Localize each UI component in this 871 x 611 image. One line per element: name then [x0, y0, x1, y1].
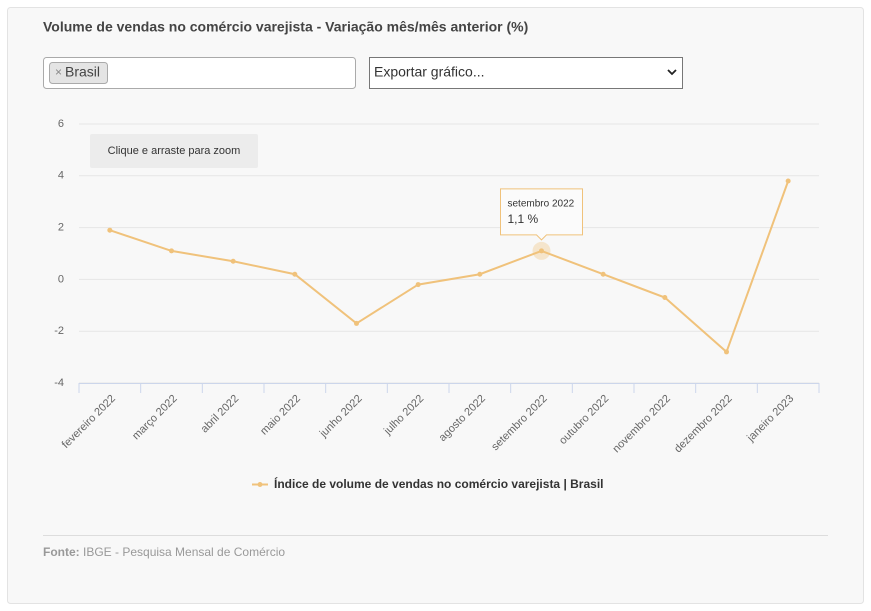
data-point: [415, 282, 421, 288]
region-input[interactable]: [43, 57, 356, 89]
tooltip-title: setembro 2022: [508, 199, 575, 210]
series-line: [109, 180, 790, 354]
y-tick-label: 4: [58, 170, 64, 182]
tag-label: Brasil: [65, 64, 100, 80]
tooltip-box: [500, 188, 583, 241]
export-select[interactable]: [369, 57, 683, 89]
data-point: [477, 271, 483, 277]
footer-text: IBGE - Pesquisa Mensal de Comércio: [83, 545, 285, 559]
legend-marker: [257, 482, 263, 487]
tooltip-value: 1,1 %: [508, 212, 539, 226]
data-point: [107, 227, 113, 233]
tag-remove[interactable]: ×: [55, 65, 62, 79]
data-point: [354, 320, 359, 326]
data-point: [230, 258, 236, 264]
tooltip: setembro 2022 1,1 %: [500, 188, 583, 241]
y-tick-label: 0: [58, 273, 64, 285]
data-point: [539, 248, 544, 254]
zoom-hint: Clique e arraste para zoom: [108, 145, 241, 157]
zoom-hint-box: [90, 134, 258, 168]
data-point: [292, 271, 298, 277]
legend-label: Índice de volume de vendas no comércio v…: [274, 476, 603, 491]
hover-halo: [532, 241, 551, 260]
data-point: [724, 349, 729, 355]
chart-title: Volume de vendas no comércio varejista -…: [43, 19, 528, 35]
select-arrow: [667, 69, 677, 76]
y-tick-label: 2: [58, 222, 64, 234]
data-point: [785, 178, 791, 184]
data-point: [662, 295, 668, 301]
data-point: [600, 271, 606, 277]
y-tick-label: -2: [54, 325, 64, 337]
export-label: Exportar gráfico...: [374, 64, 485, 80]
y-tick-label: 6: [58, 118, 64, 130]
card: [7, 7, 864, 604]
y-tick-label: -4: [54, 377, 64, 389]
selected-tag[interactable]: [49, 62, 108, 84]
data-point: [169, 248, 174, 254]
footer-label: Fonte:: [43, 545, 80, 559]
